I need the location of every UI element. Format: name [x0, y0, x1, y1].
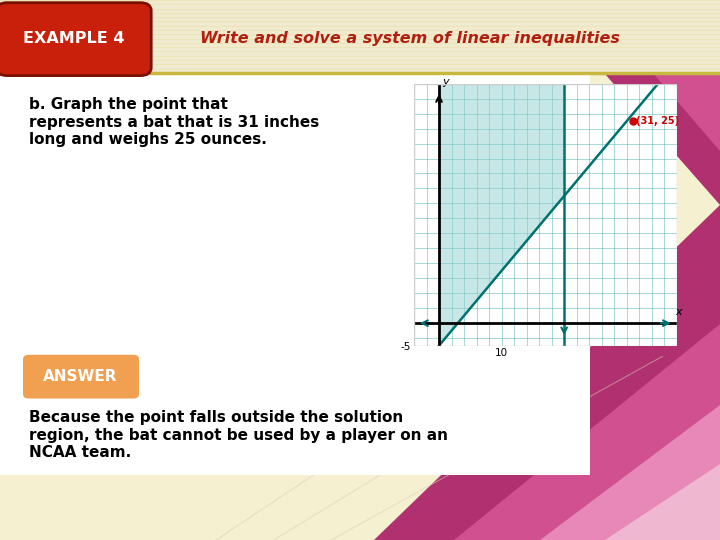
- Text: ANSWER: ANSWER: [43, 369, 118, 384]
- Polygon shape: [454, 324, 720, 540]
- Text: b. Graph the point that
represents a bat that is 31 inches
long and weighs 25 ou: b. Graph the point that represents a bat…: [29, 97, 319, 147]
- Polygon shape: [540, 405, 720, 540]
- Text: (31, 25): (31, 25): [636, 116, 679, 126]
- Text: EXAMPLE 4: EXAMPLE 4: [24, 31, 125, 46]
- FancyBboxPatch shape: [0, 0, 720, 73]
- FancyBboxPatch shape: [0, 3, 151, 76]
- Text: Because the point falls outside the solution
region, the bat cannot be used by a: Because the point falls outside the solu…: [29, 410, 448, 460]
- Polygon shape: [590, 0, 720, 151]
- FancyBboxPatch shape: [0, 65, 590, 475]
- Text: Write and solve a system of linear inequalities: Write and solve a system of linear inequ…: [200, 31, 621, 46]
- Polygon shape: [540, 0, 720, 205]
- Polygon shape: [605, 464, 720, 540]
- Polygon shape: [374, 205, 720, 540]
- Text: x: x: [675, 307, 682, 317]
- Text: y: y: [442, 77, 449, 87]
- FancyBboxPatch shape: [23, 355, 139, 399]
